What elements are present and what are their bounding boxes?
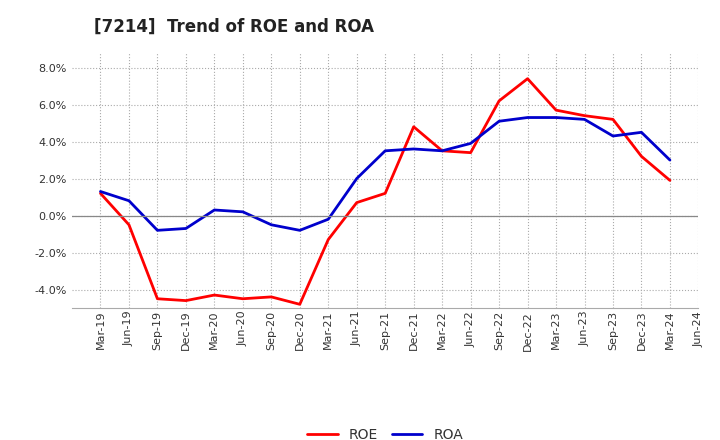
- ROE: [467, 150, 475, 155]
- ROA: [523, 115, 532, 120]
- ROA: [495, 119, 503, 124]
- ROA: [637, 130, 646, 135]
- ROA: [467, 141, 475, 146]
- Text: [7214]  Trend of ROE and ROA: [7214] Trend of ROE and ROA: [94, 18, 374, 36]
- ROA: [381, 148, 390, 154]
- Line: ROE: ROE: [101, 79, 670, 304]
- ROA: [552, 115, 560, 120]
- ROA: [580, 117, 589, 122]
- ROA: [267, 222, 276, 227]
- ROE: [267, 294, 276, 300]
- ROE: [580, 113, 589, 118]
- ROE: [210, 293, 219, 298]
- ROA: [608, 133, 617, 139]
- ROE: [238, 296, 247, 301]
- ROE: [324, 237, 333, 242]
- ROE: [608, 117, 617, 122]
- ROA: [96, 189, 105, 194]
- ROE: [381, 191, 390, 196]
- ROA: [410, 147, 418, 152]
- ROA: [295, 227, 304, 233]
- ROE: [96, 191, 105, 196]
- ROE: [552, 107, 560, 113]
- ROA: [181, 226, 190, 231]
- ROA: [153, 227, 162, 233]
- ROE: [637, 154, 646, 159]
- Legend: ROE, ROA: ROE, ROA: [302, 422, 469, 440]
- ROA: [438, 148, 446, 154]
- ROE: [410, 124, 418, 129]
- ROA: [210, 207, 219, 213]
- ROE: [181, 298, 190, 303]
- ROA: [125, 198, 133, 203]
- ROE: [495, 98, 503, 103]
- Line: ROA: ROA: [101, 117, 670, 230]
- ROA: [665, 158, 674, 163]
- ROA: [352, 176, 361, 181]
- ROE: [665, 178, 674, 183]
- ROE: [352, 200, 361, 205]
- ROA: [238, 209, 247, 214]
- ROE: [153, 296, 162, 301]
- ROA: [324, 216, 333, 222]
- ROE: [523, 76, 532, 81]
- ROE: [125, 222, 133, 227]
- ROE: [295, 302, 304, 307]
- ROE: [438, 148, 446, 154]
